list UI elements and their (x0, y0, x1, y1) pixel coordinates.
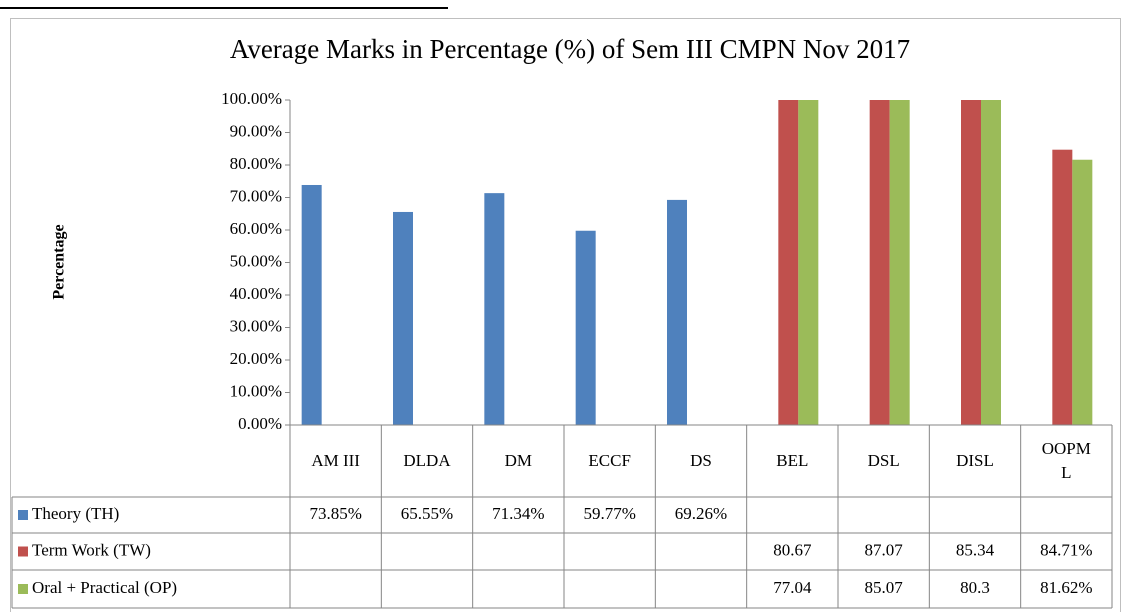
table-value: 77.04 (773, 578, 812, 597)
bar (778, 100, 799, 425)
category: DM (504, 451, 533, 470)
legend-label: Oral + Practical (OP) (32, 578, 177, 597)
category: DISL (956, 451, 994, 470)
bar (798, 100, 819, 425)
x-tick-label: AM III (290, 425, 381, 497)
legend-swatch (18, 584, 28, 594)
category: OOPML (1041, 439, 1091, 482)
legend-label: Theory (TH) (32, 504, 119, 523)
bar (889, 100, 910, 425)
table-value: 80.67 (773, 540, 812, 559)
bar (484, 193, 505, 425)
bar (961, 100, 981, 425)
y-tick-label: 10.00% (230, 381, 282, 400)
bars (301, 100, 1093, 425)
bar (1052, 149, 1073, 425)
x-tick-label: DSL (838, 425, 929, 497)
table-value: 85.34 (956, 540, 995, 559)
y-tick-label: 100.00% (221, 89, 282, 108)
y-tick-label: 30.00% (230, 316, 282, 335)
bar (575, 230, 596, 425)
legend-label: Term Work (TW) (32, 540, 151, 559)
category: DSL (867, 451, 900, 470)
y-tick-label: 20.00% (230, 349, 282, 368)
x-tick-label: ECCF (564, 425, 655, 497)
x-tick-label: OOPML (1021, 425, 1112, 497)
bar (1072, 159, 1093, 425)
table-value: 87.07 (865, 540, 904, 559)
x-tick-label: DLDA (381, 425, 472, 497)
category: ECCF (588, 451, 631, 470)
table-value: 85.07 (865, 578, 904, 597)
y-tick-label: 70.00% (230, 186, 282, 205)
bar (393, 211, 413, 425)
category: AM III (311, 451, 360, 470)
table-value: 80.3 (960, 578, 990, 597)
y-tick-label: 80.00% (230, 154, 282, 173)
x-tick-label: DS (655, 425, 746, 497)
bar (667, 199, 687, 425)
x-tick-label: DM (473, 425, 564, 497)
y-tick-label: 0.00% (238, 414, 282, 433)
y-tick-label: 90.00% (230, 121, 282, 140)
category: DLDA (403, 451, 451, 470)
table-value: 65.55% (401, 504, 453, 523)
table-value: 71.34% (492, 504, 544, 523)
category: BEL (776, 451, 809, 470)
x-tick-label: DISL (929, 425, 1020, 497)
bar (869, 100, 890, 425)
chart-title: Average Marks in Percentage (%) of Sem I… (230, 34, 910, 64)
legend-swatch (18, 546, 28, 557)
table-value: 59.77% (583, 504, 635, 523)
table-value: 84.71% (1040, 540, 1092, 559)
chart-border (10, 18, 1121, 612)
table-value: 69.26% (675, 504, 727, 523)
table-value: 73.85% (309, 504, 361, 523)
y-tick-label: 50.00% (230, 251, 282, 270)
category: DS (690, 451, 712, 470)
bar (301, 184, 322, 425)
y-tick-label: 60.00% (230, 219, 282, 238)
y-axis-label: Percentage (51, 224, 68, 299)
x-tick-label: BEL (747, 425, 838, 497)
table-value: 81.62% (1040, 578, 1092, 597)
bar (981, 100, 1001, 425)
y-tick-label: 40.00% (230, 284, 282, 303)
legend-swatch (18, 510, 28, 520)
